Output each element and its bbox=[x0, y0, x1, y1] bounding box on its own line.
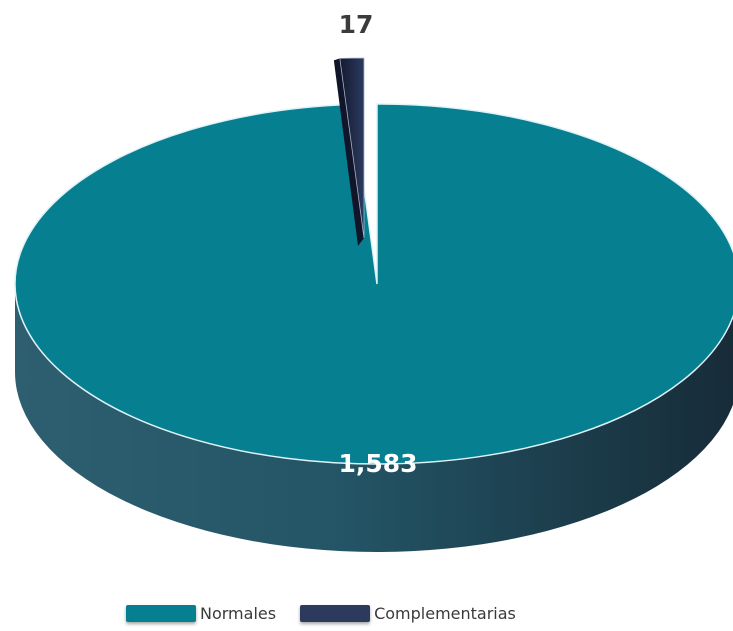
pie-slice-complementarias-side bbox=[333, 58, 364, 247]
data-label-complementarias: 17 bbox=[339, 10, 374, 39]
legend-swatch-normales bbox=[126, 605, 196, 622]
legend-label-complementarias: Complementarias bbox=[374, 604, 516, 623]
legend-label-normales: Normales bbox=[200, 604, 277, 623]
pie-slice-normales bbox=[14, 103, 733, 465]
legend-item-normales: Normales bbox=[126, 604, 276, 623]
data-label-normales: 1,583 bbox=[338, 449, 417, 478]
legend: Normales Complementarias bbox=[126, 604, 516, 623]
pie-slice-complementarias bbox=[339, 57, 365, 239]
legend-item-complementarias: Complementarias bbox=[300, 604, 516, 623]
legend-swatch-complementarias bbox=[300, 605, 371, 622]
pie-slice-normales-side bbox=[15, 284, 733, 552]
